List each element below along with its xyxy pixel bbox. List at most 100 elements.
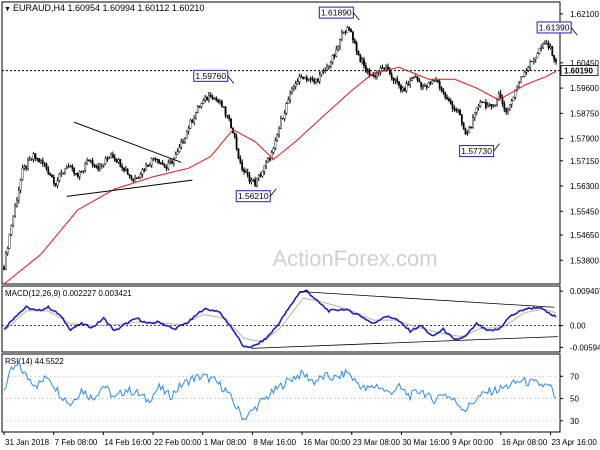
price-annotation-leader	[493, 143, 500, 152]
candle-body	[309, 78, 312, 80]
chart-header: ▼ EURAUD,H4 1.60954 1.60994 1.60112 1.602…	[4, 3, 204, 13]
candle-body	[448, 98, 450, 101]
candle-body	[376, 72, 378, 78]
candle-body	[267, 158, 269, 163]
candle-body	[538, 48, 541, 54]
candle-body	[259, 174, 262, 177]
price-tick-label: 1.62100	[570, 10, 599, 19]
candle-body	[507, 109, 509, 112]
candle-body	[17, 189, 20, 201]
macd-lower-trendline	[251, 336, 558, 349]
price-annotation-label: 1.59760	[195, 71, 226, 81]
candle-body	[191, 120, 194, 123]
candle-body	[508, 104, 511, 110]
candle-body	[363, 59, 365, 66]
candle-body	[455, 108, 458, 112]
candle-body	[132, 178, 135, 182]
candle-body	[300, 76, 303, 78]
candle-body	[243, 169, 245, 172]
candle-body	[110, 154, 112, 158]
candle-body	[353, 39, 356, 44]
candle-body	[484, 101, 487, 108]
candle-body	[104, 158, 107, 165]
candle-body	[435, 80, 437, 82]
candle-body	[424, 85, 426, 87]
candle-body	[213, 97, 216, 100]
candle-body	[34, 153, 37, 159]
candle-body	[346, 27, 349, 33]
candle-body	[154, 158, 157, 160]
candle-body	[401, 87, 404, 91]
candle-body	[411, 78, 413, 81]
candle-body	[189, 120, 192, 129]
candle-body	[71, 165, 74, 169]
candle-body	[492, 105, 495, 107]
candle-body	[472, 117, 474, 128]
candle-body	[41, 160, 44, 164]
price-tick-label: 1.55450	[570, 207, 599, 216]
panel-frame-2	[1, 285, 561, 353]
candle-body	[246, 171, 249, 176]
candle-body	[158, 159, 160, 164]
candle-body	[93, 164, 96, 167]
candle-body	[215, 97, 218, 101]
candle-body	[112, 154, 114, 158]
candle-body	[420, 81, 423, 88]
candle-body	[440, 87, 443, 91]
candle-body	[178, 147, 181, 152]
candle-body	[497, 93, 500, 100]
collapse-triangle-icon[interactable]: ▼	[4, 6, 11, 13]
candle-body	[475, 107, 478, 113]
candle-body	[298, 76, 301, 82]
candle-body	[139, 174, 142, 178]
candle-body	[505, 108, 508, 112]
candle-body	[289, 92, 292, 101]
current-price-box	[560, 65, 599, 76]
price-annotation-leader	[570, 27, 578, 36]
candle-body	[438, 81, 441, 89]
candle-body	[230, 118, 232, 129]
candle-body	[400, 85, 402, 91]
x-tick-label: 30 Mar 16:00	[402, 438, 450, 447]
candle-body	[21, 167, 24, 181]
candle-body	[416, 76, 419, 81]
candle-body	[381, 67, 384, 69]
candle-body	[326, 66, 328, 71]
candle-body	[549, 46, 552, 48]
candle-body	[292, 86, 295, 89]
candle-body	[534, 56, 537, 60]
candle-body	[555, 59, 557, 62]
candle-body	[342, 31, 345, 33]
candle-body	[496, 99, 498, 105]
candle-body	[54, 183, 57, 186]
candle-body	[256, 177, 258, 186]
candle-body	[202, 100, 205, 104]
candle-body	[219, 100, 221, 103]
candle-body	[544, 43, 546, 45]
candle-body	[385, 66, 388, 70]
candle-body	[403, 87, 406, 92]
candle-body	[355, 42, 358, 52]
candle-body	[86, 160, 88, 165]
price-tick-label: 1.59600	[570, 84, 599, 93]
candle-body	[3, 266, 5, 270]
candle-body	[532, 59, 535, 62]
candle-body	[457, 110, 460, 112]
candle-body	[412, 77, 415, 79]
candle-body	[233, 132, 236, 138]
candle-body	[542, 43, 544, 49]
candle-body	[329, 61, 332, 67]
candle-body	[409, 80, 412, 85]
candle-body	[311, 78, 314, 80]
candle-body	[281, 117, 284, 120]
candle-body	[6, 248, 9, 254]
macd-signal-line	[3, 297, 557, 343]
candle-body	[291, 87, 293, 94]
candle-body	[134, 177, 136, 182]
candle-body	[459, 110, 461, 116]
candle-body	[414, 76, 417, 78]
x-tick-label: 16 Mar 00:00	[303, 438, 351, 447]
candle-body	[473, 112, 476, 118]
price-annotation-label: 1.57730	[461, 146, 492, 156]
